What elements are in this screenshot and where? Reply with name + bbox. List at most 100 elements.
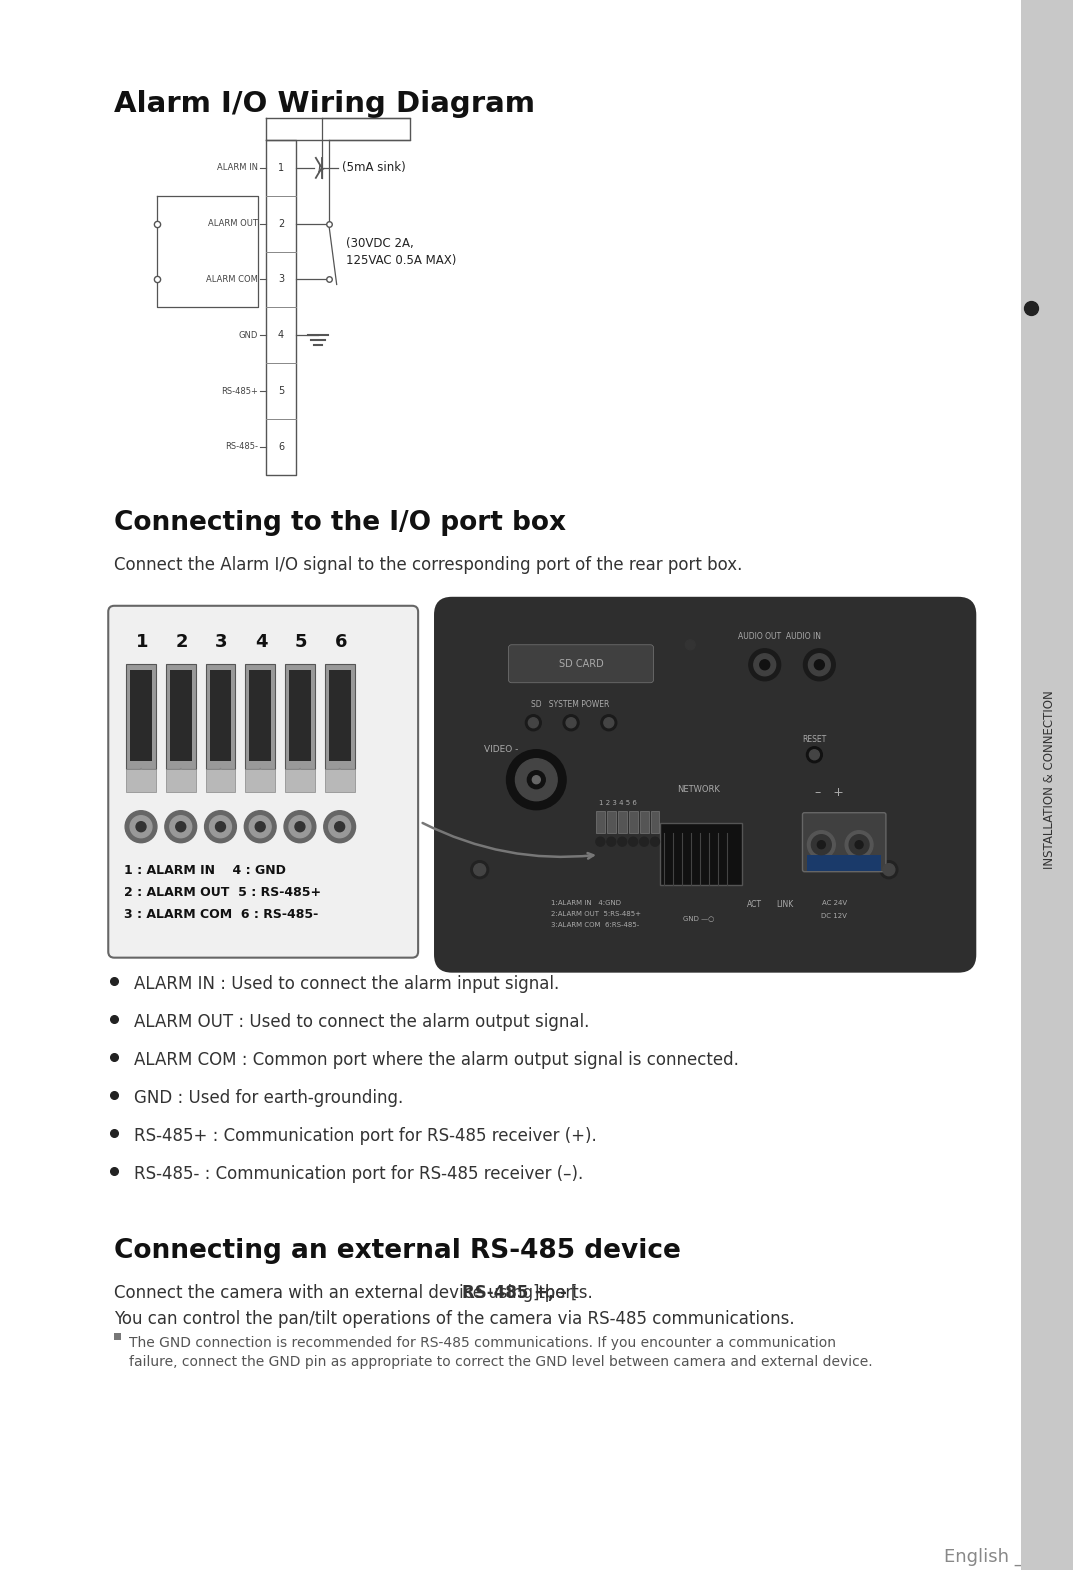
Bar <box>245 768 275 792</box>
Circle shape <box>883 864 895 875</box>
Text: LINK: LINK <box>777 900 793 908</box>
Circle shape <box>596 837 605 847</box>
Circle shape <box>210 815 231 837</box>
FancyBboxPatch shape <box>328 669 351 760</box>
Circle shape <box>618 837 626 847</box>
Text: 2: 2 <box>278 218 284 229</box>
FancyBboxPatch shape <box>166 665 195 768</box>
Circle shape <box>289 815 311 837</box>
Text: ALARM COM : Common port where the alarm output signal is connected.: ALARM COM : Common port where the alarm … <box>134 1051 739 1068</box>
Circle shape <box>255 822 266 831</box>
Text: 2 : ALARM OUT  5 : RS-485+: 2 : ALARM OUT 5 : RS-485+ <box>124 886 321 899</box>
Circle shape <box>527 771 545 789</box>
Text: –   +: – + <box>815 786 843 800</box>
Text: 1 2 3 4 5 6: 1 2 3 4 5 6 <box>599 800 637 806</box>
Circle shape <box>165 811 197 842</box>
Text: 2:ALARM OUT  5:RS-485+: 2:ALARM OUT 5:RS-485+ <box>551 911 642 916</box>
Circle shape <box>849 834 869 855</box>
Circle shape <box>216 822 226 831</box>
FancyBboxPatch shape <box>434 597 976 972</box>
Circle shape <box>515 759 557 801</box>
Circle shape <box>807 746 822 764</box>
Text: ACT: ACT <box>747 900 762 908</box>
FancyBboxPatch shape <box>629 811 637 833</box>
Circle shape <box>818 840 825 848</box>
Circle shape <box>507 749 566 809</box>
Circle shape <box>136 822 146 831</box>
Text: 2: 2 <box>176 633 188 650</box>
Circle shape <box>600 715 617 731</box>
Text: 3:ALARM COM  6:RS-485-: 3:ALARM COM 6:RS-485- <box>551 922 639 927</box>
Text: 1 : ALARM IN    4 : GND: 1 : ALARM IN 4 : GND <box>124 864 286 877</box>
FancyBboxPatch shape <box>249 669 271 760</box>
Text: GND —○: GND —○ <box>683 914 714 921</box>
Text: RS-485+ : Communication port for RS-485 receiver (+).: RS-485+ : Communication port for RS-485 … <box>134 1126 597 1145</box>
Circle shape <box>563 715 579 731</box>
Circle shape <box>686 639 696 650</box>
Circle shape <box>176 822 186 831</box>
Text: 1:ALARM IN   4:GND: 1:ALARM IN 4:GND <box>551 900 621 906</box>
Bar <box>114 1332 121 1340</box>
Text: RS-485- : Communication port for RS-485 receiver (–).: RS-485- : Communication port for RS-485 … <box>134 1164 583 1183</box>
FancyBboxPatch shape <box>596 811 605 833</box>
Text: NETWORK: NETWORK <box>677 786 719 795</box>
Circle shape <box>525 715 541 731</box>
Text: RS-485-: RS-485- <box>226 443 258 451</box>
Text: AC 24V: AC 24V <box>822 900 847 906</box>
Circle shape <box>130 815 152 837</box>
Text: 1: 1 <box>136 633 148 650</box>
Circle shape <box>814 660 824 669</box>
Text: ALARM OUT : Used to connect the alarm output signal.: ALARM OUT : Used to connect the alarm ou… <box>134 1013 590 1031</box>
Text: (30VDC 2A,
125VAC 0.5A MAX): (30VDC 2A, 125VAC 0.5A MAX) <box>346 237 456 267</box>
FancyBboxPatch shape <box>325 665 354 768</box>
Circle shape <box>328 815 351 837</box>
Bar <box>126 768 156 792</box>
Circle shape <box>607 837 616 847</box>
Text: ALARM OUT: ALARM OUT <box>208 220 258 228</box>
Circle shape <box>284 811 315 842</box>
FancyBboxPatch shape <box>210 669 231 760</box>
Text: RESET: RESET <box>802 735 826 745</box>
FancyBboxPatch shape <box>285 665 315 768</box>
Text: RS-485+: RS-485+ <box>221 386 258 396</box>
FancyBboxPatch shape <box>509 644 653 683</box>
Circle shape <box>846 831 873 859</box>
FancyBboxPatch shape <box>650 811 660 833</box>
FancyBboxPatch shape <box>607 811 616 833</box>
Circle shape <box>639 837 649 847</box>
Text: DC 12V: DC 12V <box>821 913 847 919</box>
FancyBboxPatch shape <box>108 606 418 958</box>
Text: Connecting an external RS-485 device: Connecting an external RS-485 device <box>114 1238 681 1263</box>
Circle shape <box>880 861 897 878</box>
Text: 3: 3 <box>215 633 228 650</box>
Text: GND: GND <box>239 331 258 339</box>
Circle shape <box>204 811 237 842</box>
Bar <box>205 768 235 792</box>
Circle shape <box>855 840 863 848</box>
FancyBboxPatch shape <box>205 665 235 768</box>
FancyBboxPatch shape <box>245 665 275 768</box>
Circle shape <box>170 815 191 837</box>
Text: Connect the camera with an external device using the [: Connect the camera with an external devi… <box>114 1284 578 1301</box>
Circle shape <box>759 660 770 669</box>
Text: You can control the pan/tilt operations of the camera via RS-485 communications.: You can control the pan/tilt operations … <box>114 1310 795 1327</box>
Text: 6: 6 <box>335 633 347 650</box>
Circle shape <box>748 649 781 680</box>
Text: English _21: English _21 <box>944 1547 1047 1566</box>
Circle shape <box>474 864 486 875</box>
FancyBboxPatch shape <box>802 812 886 872</box>
Circle shape <box>808 831 835 859</box>
FancyBboxPatch shape <box>618 811 626 833</box>
Circle shape <box>295 822 305 831</box>
Text: 3: 3 <box>278 275 284 284</box>
Text: Connecting to the I/O port box: Connecting to the I/O port box <box>114 511 566 536</box>
Circle shape <box>532 776 540 784</box>
Circle shape <box>804 649 835 680</box>
Circle shape <box>604 718 613 727</box>
Text: (5mA sink): (5mA sink) <box>341 162 405 174</box>
FancyBboxPatch shape <box>808 855 881 870</box>
Circle shape <box>528 718 538 727</box>
Text: ALARM COM: ALARM COM <box>206 275 258 284</box>
Circle shape <box>809 749 820 760</box>
Circle shape <box>566 718 576 727</box>
